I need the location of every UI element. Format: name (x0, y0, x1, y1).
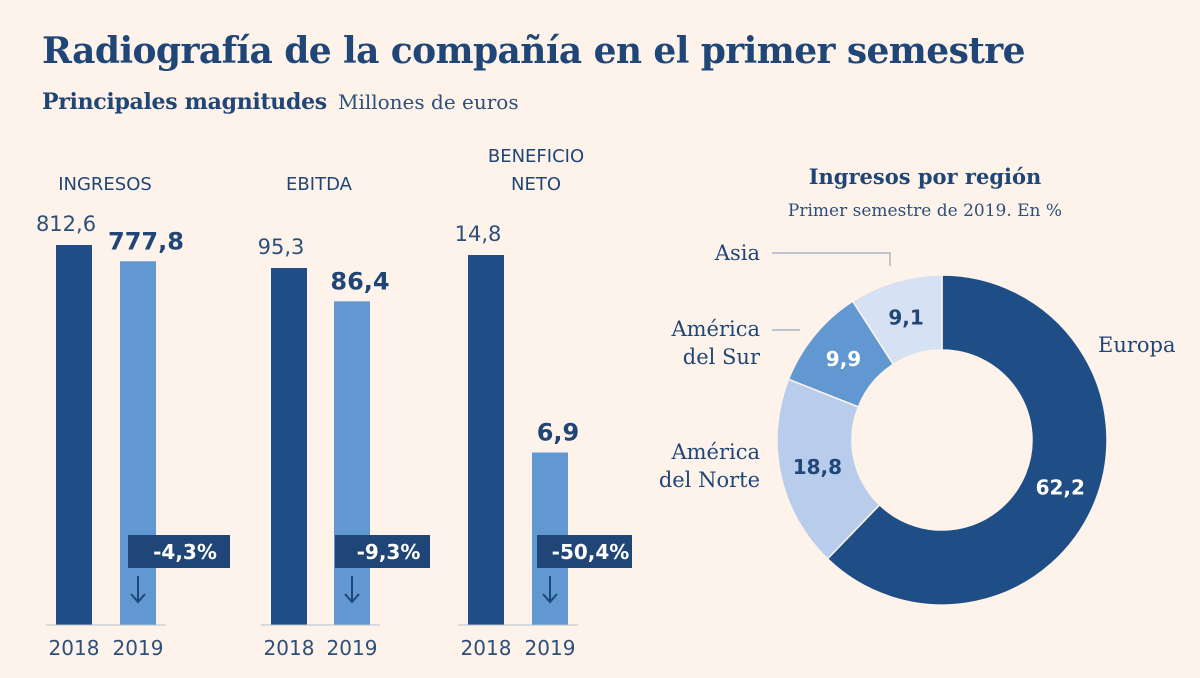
bar-2018 (271, 268, 307, 625)
bar-charts: INGRESOS 812,6 2018 777,8 2019 -4,3% EBITDA 95,… (36, 146, 632, 660)
region-label: América (670, 440, 760, 464)
donut-slice-2 (776, 378, 881, 560)
change-badge (335, 535, 430, 568)
region-label: del Sur (683, 345, 761, 369)
year-label-2018: 2018 (264, 636, 315, 660)
leader-line-asia (772, 252, 891, 266)
data-label-2019: 86,4 (330, 267, 389, 295)
subtitle-row: Principales magnitudes Millones de euros (42, 89, 519, 115)
bar-panel-2: EBITDA 95,3 2018 86,4 2019 -9,3% (258, 174, 430, 660)
data-label-2019: 6,9 (537, 419, 580, 447)
chart-title: Radiografía de la compañía en el primer … (42, 30, 1026, 72)
region-label: Europa (1098, 333, 1176, 357)
metric-title: EBITDA (286, 174, 353, 195)
slice-value-label: 18,8 (793, 455, 842, 479)
units-label: Millones de euros (337, 90, 519, 114)
bar-panel-1: INGRESOS 812,6 2018 777,8 2019 -4,3% (36, 174, 230, 660)
bar-2019 (120, 261, 156, 625)
year-label-2019: 2019 (113, 636, 164, 660)
data-label-2019: 777,8 (108, 227, 184, 255)
change-badge (537, 535, 632, 568)
arrow-head (542, 593, 558, 604)
bar-2019 (334, 301, 370, 625)
chart-subtitle: Principales magnitudes (42, 89, 327, 115)
year-label-2018: 2018 (49, 636, 100, 660)
bar-2018 (468, 255, 504, 625)
slice-value-label: 9,9 (826, 347, 861, 371)
donut-slice-1 (826, 274, 1108, 606)
change-label: -9,3% (357, 540, 421, 564)
slice-value-label: 9,1 (888, 306, 923, 330)
arrow-down-icon (130, 576, 146, 604)
metric-title: INGRESOS (58, 174, 152, 195)
arrow-down-icon (542, 576, 558, 604)
data-label-2018: 812,6 (36, 212, 96, 236)
slice-value-label: 62,2 (1036, 476, 1085, 500)
metric-title: NETO (511, 174, 561, 195)
change-badge (128, 535, 230, 568)
donut-slice-4 (851, 274, 943, 366)
year-label-2019: 2019 (525, 636, 576, 660)
bar-panel-3: BENEFICIO NETO 14,8 2018 6,9 2019 -50,4% (455, 146, 632, 660)
region-label: América (670, 317, 760, 341)
region-label: Asia (714, 241, 760, 265)
donut-slice-3 (787, 300, 895, 408)
data-label-2018: 14,8 (455, 222, 502, 246)
change-label: -4,3% (153, 540, 217, 564)
bar-2018 (56, 245, 92, 625)
arrow-head (130, 593, 146, 604)
data-label-2018: 95,3 (258, 235, 305, 259)
region-label: del Norte (659, 468, 760, 492)
donut-title: Ingresos por región (809, 164, 1042, 189)
arrow-down-icon (344, 576, 360, 604)
arrow-head (344, 593, 360, 604)
donut-subtitle: Primer semestre de 2019. En % (788, 201, 1062, 221)
year-label-2018: 2018 (461, 636, 512, 660)
year-label-2019: 2019 (327, 636, 378, 660)
change-label: -50,4% (552, 540, 630, 564)
metric-title: BENEFICIO (488, 146, 584, 167)
